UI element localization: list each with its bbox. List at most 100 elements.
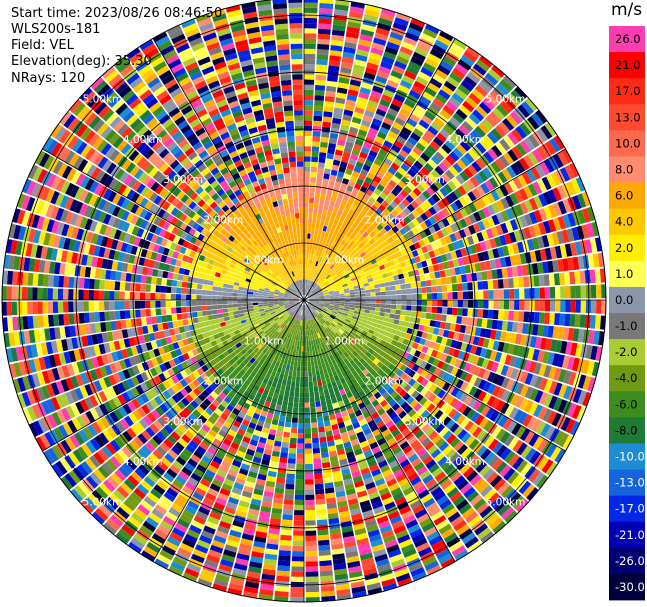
velocity-gate: [426, 347, 434, 356]
velocity-gate: [339, 303, 345, 307]
velocity-gate: [376, 196, 385, 204]
velocity-gate: [494, 236, 502, 248]
velocity-gate: [337, 272, 343, 278]
velocity-gate: [248, 308, 254, 312]
velocity-gate: [376, 216, 384, 224]
velocity-gate: [453, 231, 462, 241]
velocity-gate: [286, 468, 296, 475]
velocity-gate: [457, 185, 467, 196]
velocity-gate: [291, 571, 304, 577]
velocity-gate: [277, 378, 283, 385]
velocity-gate: [323, 111, 333, 118]
velocity-gate: [385, 171, 394, 180]
velocity-gate: [394, 17, 409, 27]
velocity-gate: [345, 318, 351, 323]
velocity-gate: [317, 208, 323, 215]
velocity-gate: [590, 345, 598, 361]
velocity-gate: [390, 241, 397, 249]
velocity-gate: [352, 69, 364, 77]
velocity-gate: [523, 359, 532, 372]
velocity-gate: [336, 87, 348, 95]
velocity-gate: [499, 235, 507, 246]
velocity-gate: [373, 314, 380, 320]
velocity-gate: [407, 212, 416, 221]
velocity-gate: [305, 489, 315, 495]
velocity-gate: [428, 250, 436, 258]
velocity-gate: [322, 247, 327, 253]
velocity-gate: [335, 225, 341, 232]
velocity-gate: [369, 268, 376, 274]
velocity-gate: [476, 357, 485, 367]
velocity-gate: [397, 336, 405, 344]
velocity-gate: [410, 178, 420, 187]
velocity-gate: [423, 252, 431, 260]
velocity-gate: [374, 284, 380, 289]
velocity-gate: [512, 242, 520, 254]
velocity-gate: [344, 104, 355, 112]
velocity-gate: [391, 209, 399, 218]
velocity-gate: [411, 109, 423, 119]
velocity-gate: [499, 138, 511, 152]
velocity-gate: [352, 236, 359, 243]
velocity-gate: [322, 178, 329, 185]
velocity-gate: [337, 220, 344, 227]
velocity-gate: [313, 271, 317, 277]
velocity-gate: [587, 377, 596, 392]
velocity-gate: [323, 304, 330, 307]
velocity-gate: [337, 171, 345, 178]
velocity-gate: [387, 322, 394, 328]
velocity-gate: [455, 174, 466, 185]
velocity-gate: [311, 270, 315, 276]
velocity-gate: [343, 146, 353, 154]
velocity-gate: [338, 309, 344, 313]
velocity-gate: [318, 157, 326, 164]
velocity-gate: [353, 143, 362, 152]
velocity-gate: [371, 192, 379, 200]
velocity-gate: [319, 390, 325, 397]
velocity-gate: [505, 366, 514, 378]
velocity-gate: [509, 255, 517, 266]
velocity-gate: [382, 208, 391, 217]
velocity-gate: [418, 239, 426, 248]
velocity-gate: [434, 271, 441, 279]
velocity-gate: [379, 282, 385, 288]
velocity-gate: [328, 307, 334, 311]
velocity-gate: [309, 345, 312, 351]
velocity-gate: [459, 140, 471, 152]
velocity-gate: [478, 290, 484, 299]
velocity-gate: [383, 51, 397, 61]
velocity-gate: [346, 94, 358, 102]
velocity-gate: [340, 199, 348, 207]
velocity-gate: [407, 168, 417, 178]
velocity-gate: [586, 206, 596, 222]
velocity-gate: [391, 300, 397, 305]
velocity-gate: [308, 376, 313, 382]
velocity-gate: [518, 188, 529, 201]
velocity-gate: [304, 438, 312, 444]
velocity-gate: [467, 133, 479, 145]
velocity-gate: [325, 194, 332, 201]
velocity-gate: [357, 44, 371, 52]
velocity-gate: [484, 260, 492, 270]
velocity-gate: [461, 316, 468, 325]
velocity-gate: [337, 285, 343, 289]
velocity-gate: [367, 208, 375, 216]
velocity-gate: [310, 288, 315, 293]
velocity-gate: [295, 376, 300, 382]
velocity-gate: [464, 373, 473, 383]
velocity-gate: [375, 27, 390, 37]
velocity-gate: [301, 325, 303, 331]
velocity-gate: [467, 282, 473, 291]
velocity-gate: [422, 190, 431, 200]
velocity-gate: [309, 259, 313, 265]
velocity-gate: [457, 308, 463, 316]
velocity-gate: [397, 180, 407, 189]
velocity-gate: [409, 316, 416, 323]
velocity-gate: [340, 182, 348, 190]
velocity-gate: [521, 171, 532, 185]
velocity-gate: [405, 283, 411, 289]
velocity-gate: [553, 397, 563, 412]
velocity-gate: [442, 300, 448, 307]
velocity-gate: [329, 295, 335, 298]
velocity-gate: [402, 75, 415, 85]
